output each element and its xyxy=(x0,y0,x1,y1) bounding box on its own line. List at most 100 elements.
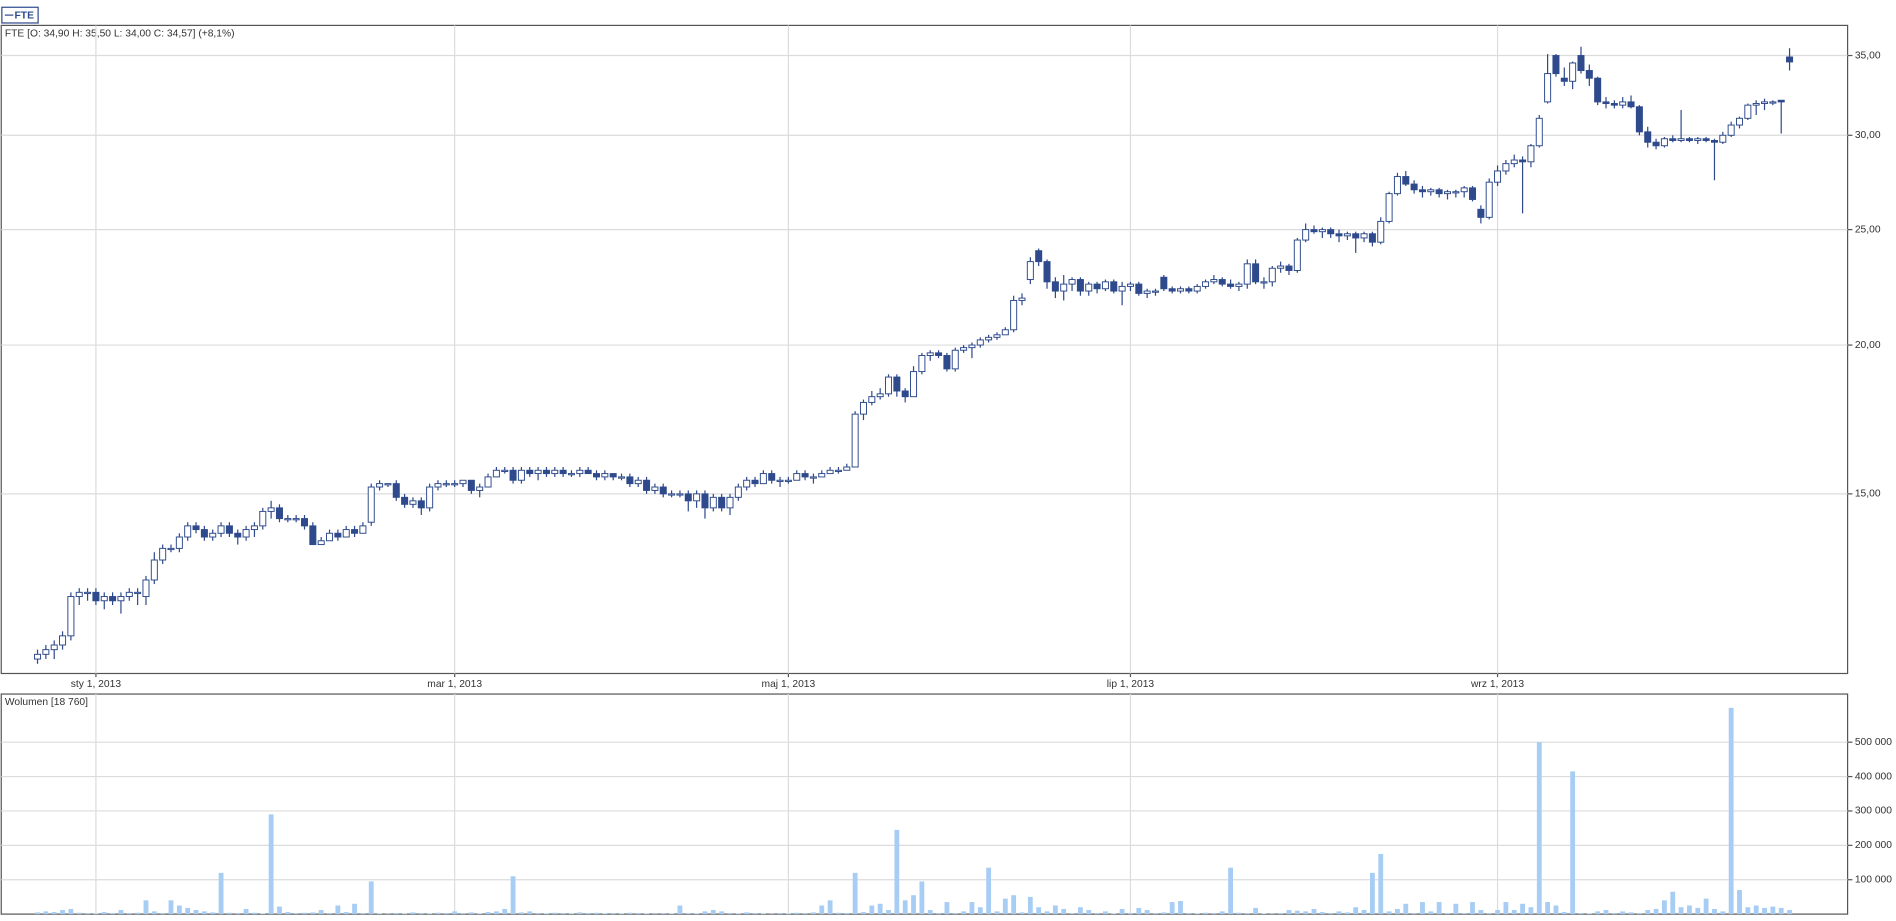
candle-body xyxy=(1610,103,1618,106)
volume-bar xyxy=(277,906,282,915)
volume-bar xyxy=(952,913,958,915)
volume-bar xyxy=(143,900,149,915)
volume-bar xyxy=(585,913,591,915)
candle-body xyxy=(1552,55,1560,75)
candle-body xyxy=(1594,77,1602,103)
x-tick-label: sty 1, 2013 xyxy=(71,679,122,690)
volume-bar xyxy=(827,900,833,915)
candle-body xyxy=(1535,117,1543,147)
volume-bar xyxy=(811,912,816,915)
candle-body xyxy=(342,529,350,538)
candle-body xyxy=(834,469,842,472)
candle-body xyxy=(985,336,993,341)
candle-body xyxy=(1410,183,1418,191)
volume-bar xyxy=(961,911,967,915)
candle-body xyxy=(459,479,467,485)
candle-body xyxy=(501,469,509,472)
volume-bar xyxy=(1578,913,1584,915)
candle-body xyxy=(559,469,567,475)
candle-body xyxy=(142,579,150,598)
candle-body xyxy=(1060,283,1068,292)
candle-body xyxy=(1001,329,1009,336)
x-tick-label: lip 1, 2013 xyxy=(1107,679,1155,690)
candle-body xyxy=(801,473,809,478)
candle-body xyxy=(1519,159,1527,163)
volume-bar xyxy=(51,912,57,915)
candle-body xyxy=(1368,233,1376,243)
volume-bar xyxy=(201,911,207,915)
candle-body xyxy=(484,476,492,488)
volume-bar xyxy=(1278,913,1284,915)
volume-bar xyxy=(1712,908,1717,915)
candle-body xyxy=(592,473,601,478)
candle-body xyxy=(75,591,83,598)
candle-body xyxy=(1569,62,1577,82)
candle-body xyxy=(526,469,534,475)
volume-bar xyxy=(218,872,224,915)
candle-body xyxy=(1126,283,1134,287)
candle-body xyxy=(42,649,50,655)
volume-bar xyxy=(1611,913,1617,915)
candle-body xyxy=(793,473,801,481)
volume-bar xyxy=(1361,909,1367,915)
volume-panel xyxy=(0,693,1849,915)
candle-body xyxy=(1786,56,1794,63)
y-tick-label: 200 000 xyxy=(1855,840,1892,851)
volume-bar xyxy=(1153,913,1158,915)
candle-body xyxy=(359,525,367,534)
volume-bar xyxy=(435,912,441,915)
candle-body xyxy=(434,483,442,488)
volume-bar xyxy=(185,907,191,915)
volume-bar xyxy=(60,909,65,915)
volume-bar xyxy=(1511,909,1517,915)
candle-body xyxy=(1527,145,1535,163)
volume-bar xyxy=(1595,911,1601,915)
candle-body xyxy=(676,493,684,496)
candle-body xyxy=(951,349,959,370)
volume-bar xyxy=(1303,911,1309,915)
candle-body xyxy=(209,532,217,538)
volume-bar xyxy=(518,912,524,915)
candle-body xyxy=(1160,276,1168,290)
candle-body xyxy=(225,525,233,534)
candle-body xyxy=(843,466,851,471)
candle-body xyxy=(1710,139,1718,143)
candle-body xyxy=(859,401,867,415)
candle-body xyxy=(751,479,759,485)
candle-body xyxy=(34,653,42,660)
volume-bar xyxy=(969,902,975,915)
volume-bar xyxy=(777,913,783,915)
volume-bar xyxy=(502,908,508,915)
price-panel xyxy=(0,24,1849,675)
volume-bar xyxy=(594,912,599,915)
volume-bar xyxy=(1336,911,1342,915)
candle-body xyxy=(1644,131,1652,143)
candle-body xyxy=(309,525,317,546)
candle-body xyxy=(1202,281,1210,287)
volume-bar xyxy=(719,911,725,915)
volume-bar xyxy=(302,912,307,915)
volume-bar xyxy=(343,912,349,915)
volume-bar xyxy=(1094,913,1100,915)
volume-bar xyxy=(243,908,249,915)
x-tick-label: wrz 1, 2013 xyxy=(1470,679,1524,690)
volume-bar xyxy=(1778,907,1784,915)
volume-bar xyxy=(418,913,424,915)
volume-bar xyxy=(1128,913,1133,915)
volume-bar xyxy=(1178,901,1183,915)
candle-body xyxy=(693,493,701,502)
x-tick-label: maj 1, 2013 xyxy=(762,679,816,690)
candle-body xyxy=(626,476,634,485)
candle-body xyxy=(492,469,500,478)
candle-body xyxy=(1735,117,1744,126)
volume-bar xyxy=(552,912,558,915)
volume-bar xyxy=(1344,912,1350,915)
legend-box xyxy=(1,6,39,24)
candle-body xyxy=(1293,239,1301,271)
candle-body xyxy=(1026,261,1034,281)
candle-body xyxy=(851,413,859,468)
candle-body xyxy=(259,510,267,527)
volume-bar xyxy=(627,912,633,915)
candle-body xyxy=(1544,73,1552,103)
